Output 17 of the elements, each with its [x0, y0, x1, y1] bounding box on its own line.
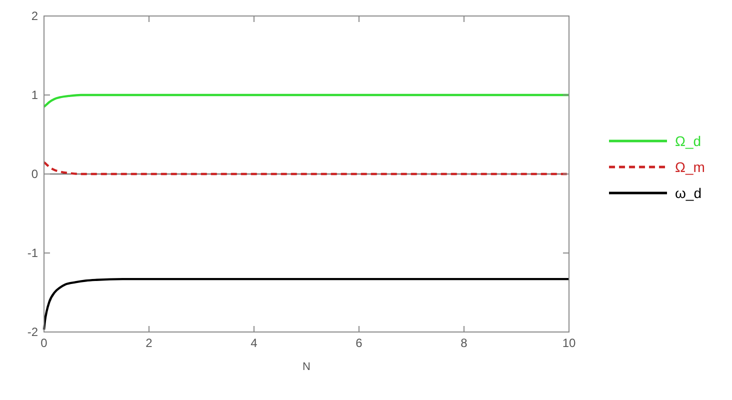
x-tick-label: 6	[356, 336, 363, 350]
x-axis-title: N	[302, 361, 311, 373]
line-series	[42, 94, 570, 108]
legend-label: Ω_m	[675, 159, 705, 175]
legend-label: ω_d	[675, 185, 702, 201]
y-tick-label: 2	[31, 9, 38, 23]
x-tick-label: 8	[460, 336, 468, 350]
y-tick-label: 0	[31, 167, 38, 181]
x-tick-label: 4	[250, 336, 258, 350]
x-tick-label: 2	[146, 336, 153, 350]
y-tick-label: -1	[27, 246, 38, 260]
y-tick-label: 1	[31, 88, 38, 102]
legend-label: Ω_d	[675, 133, 702, 149]
line-series	[42, 278, 570, 331]
x-tick-label: 0	[40, 336, 48, 350]
y-tick-label: -2	[27, 325, 38, 339]
x-tick-label: 10	[562, 336, 576, 350]
